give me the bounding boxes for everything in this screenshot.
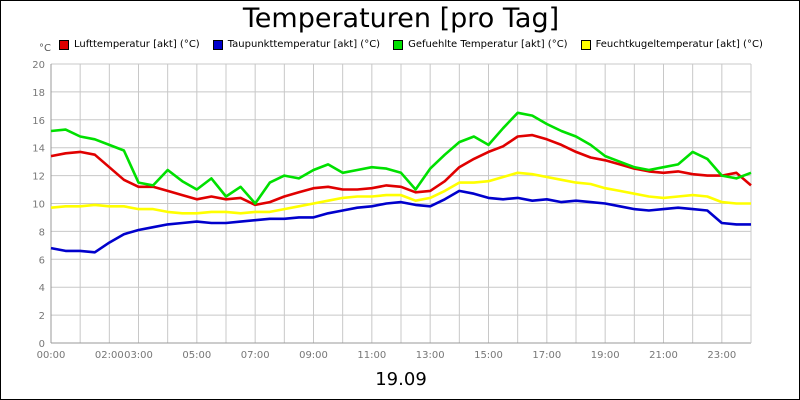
y-tick-label: 4 [39, 283, 45, 294]
y-axis-unit-label: °C [39, 43, 51, 54]
legend-label: Lufttemperatur [akt] (°C) [74, 39, 200, 50]
legend-swatch [580, 39, 591, 50]
y-tick-label: 14 [32, 144, 45, 155]
y-tick-label: 10 [32, 200, 45, 211]
x-tick-label: 19:00 [591, 350, 620, 361]
y-tick-label: 8 [39, 227, 45, 238]
chart-title: Temperaturen [pro Tag] [242, 3, 560, 34]
tick-labels: 0 2 4 6 8 10 12 14 16 18 20 00:00 02:00 03:00 05:00 07:… [32, 60, 736, 361]
y-tick-label: 12 [32, 172, 45, 183]
grid-layer [50, 63, 752, 344]
y-tick-label: 18 [32, 88, 45, 99]
x-tick-label: 11:00 [357, 350, 386, 361]
series-line-3 [50, 111, 752, 205]
legend-item: Gefuehlte Temperatur [akt] (°C) [393, 39, 568, 50]
x-tick-label: 00:00 [37, 350, 66, 361]
legend-swatch [59, 39, 69, 50]
legend-swatch [393, 39, 404, 50]
x-tick-label: 03:00 [124, 350, 153, 361]
legend-item: Feuchtkugeltemperatur [akt] (°C) [580, 39, 763, 50]
x-axis-date-label: 19.09 [375, 369, 427, 390]
y-tick-label: 2 [39, 311, 45, 322]
legend-label: Feuchtkugeltemperatur [akt] (°C) [595, 39, 763, 50]
x-tick-label: 02:00 [95, 350, 124, 361]
legend-item: Taupunkttemperatur [akt] (°C) [212, 39, 381, 50]
series-layer [50, 111, 752, 254]
x-tick-label: 07:00 [241, 350, 270, 361]
series-line-4 [50, 171, 751, 215]
x-tick-label: 23:00 [707, 350, 736, 361]
legend-label: Gefuehlte Temperatur [akt] (°C) [408, 39, 568, 50]
x-tick-label: 05:00 [182, 350, 211, 361]
x-tick-label: 13:00 [416, 350, 445, 361]
legend: Lufttemperatur [akt] (°C) Taupunkttempera… [59, 39, 776, 50]
series-line-1 [50, 133, 752, 207]
x-tick-label: 15:00 [474, 350, 503, 361]
legend-swatch [212, 39, 223, 50]
legend-item: Lufttemperatur [akt] (°C) [59, 39, 200, 50]
y-tick-label: 6 [39, 255, 45, 266]
y-tick-label: 20 [32, 60, 45, 71]
series-line-2 [50, 189, 751, 254]
y-tick-label: 16 [32, 116, 45, 127]
x-tick-label: 09:00 [299, 350, 328, 361]
legend-label: Taupunkttemperatur [akt] (°C) [227, 39, 381, 50]
x-tick-label: 21:00 [649, 350, 678, 361]
x-tick-label: 17:00 [532, 350, 561, 361]
y-tick-label: 0 [39, 339, 45, 350]
